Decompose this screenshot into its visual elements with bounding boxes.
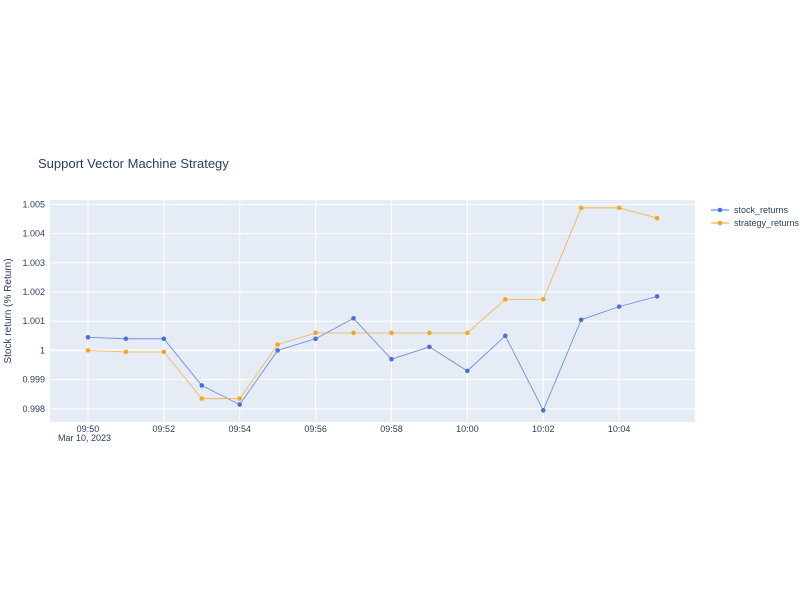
x-tick-label: 10:02 (532, 424, 555, 434)
data-point (540, 408, 546, 413)
x-tick-label: 10:04 (608, 424, 631, 434)
data-point (237, 396, 243, 401)
data-point (275, 342, 280, 347)
y-tick-label: 1.001 (22, 316, 45, 326)
series-line (87, 295, 658, 412)
x-axis-date-label: Mar 10, 2023 (58, 433, 111, 443)
data-point (540, 297, 546, 302)
data-point (161, 349, 167, 355)
data-point (123, 349, 129, 355)
legend-marker-icon (717, 207, 723, 213)
data-point (85, 348, 91, 353)
data-point (313, 330, 318, 336)
data-point (237, 402, 243, 407)
x-tick-label: 09:52 (153, 424, 176, 434)
legend-label: strategy_returns (734, 218, 800, 228)
y-tick-label: 1.005 (22, 199, 45, 209)
data-point (502, 297, 508, 302)
y-tick-label: 1.002 (22, 287, 45, 297)
grid-lines (50, 200, 695, 422)
y-tick-label: 1.003 (22, 258, 45, 268)
data-point (275, 348, 280, 353)
data-point (313, 336, 318, 342)
data-point (465, 330, 470, 336)
series-line (87, 207, 658, 400)
series-stock_returns (85, 294, 660, 413)
x-tick-label: 09:50 (77, 424, 100, 434)
legend-item-strategy_returns[interactable]: strategy_returns (711, 218, 800, 228)
x-tick-label: 09:58 (380, 424, 403, 434)
y-tick-label: 1 (40, 345, 45, 355)
data-point (123, 336, 129, 342)
data-point (578, 205, 584, 211)
legend[interactable]: stock_returns strategy_returns (711, 205, 800, 228)
data-point (616, 205, 622, 211)
data-point (502, 333, 508, 339)
x-tick-label: 09:54 (228, 424, 251, 434)
y-axis: 0.998 0.999 1 1.001 1.002 1.003 1.004 1.005 (22, 199, 45, 413)
data-point (654, 215, 660, 221)
data-point (654, 294, 660, 299)
data-point (199, 396, 205, 401)
data-point (616, 304, 622, 309)
y-axis-title: Stock return (% Return) (3, 258, 14, 363)
x-tick-label: 10:00 (456, 424, 479, 434)
data-point (199, 383, 205, 388)
data-point (85, 334, 91, 340)
series-strategy_returns (85, 205, 660, 401)
chart-title: Support Vector Machine Strategy (38, 156, 229, 171)
data-point (389, 356, 394, 362)
y-tick-label: 1.004 (22, 229, 45, 239)
data-point (389, 330, 394, 336)
data-point (351, 330, 356, 336)
legend-item-stock_returns[interactable]: stock_returns (711, 205, 789, 215)
data-point (578, 317, 584, 323)
data-point (427, 344, 432, 350)
x-axis: 09:50 09:52 09:54 09:56 09:58 10:00 10:02 10:04 (77, 424, 631, 434)
data-point (465, 368, 470, 374)
data-point (427, 330, 432, 336)
data-point (351, 316, 356, 321)
data-point (161, 336, 167, 342)
y-tick-label: 0.998 (22, 404, 45, 414)
x-tick-label: 09:56 (304, 424, 327, 434)
y-tick-label: 0.999 (22, 375, 45, 385)
legend-marker-icon (717, 220, 723, 226)
series-layer (85, 205, 660, 413)
plot-area (50, 200, 695, 422)
legend-label: stock_returns (734, 205, 789, 215)
